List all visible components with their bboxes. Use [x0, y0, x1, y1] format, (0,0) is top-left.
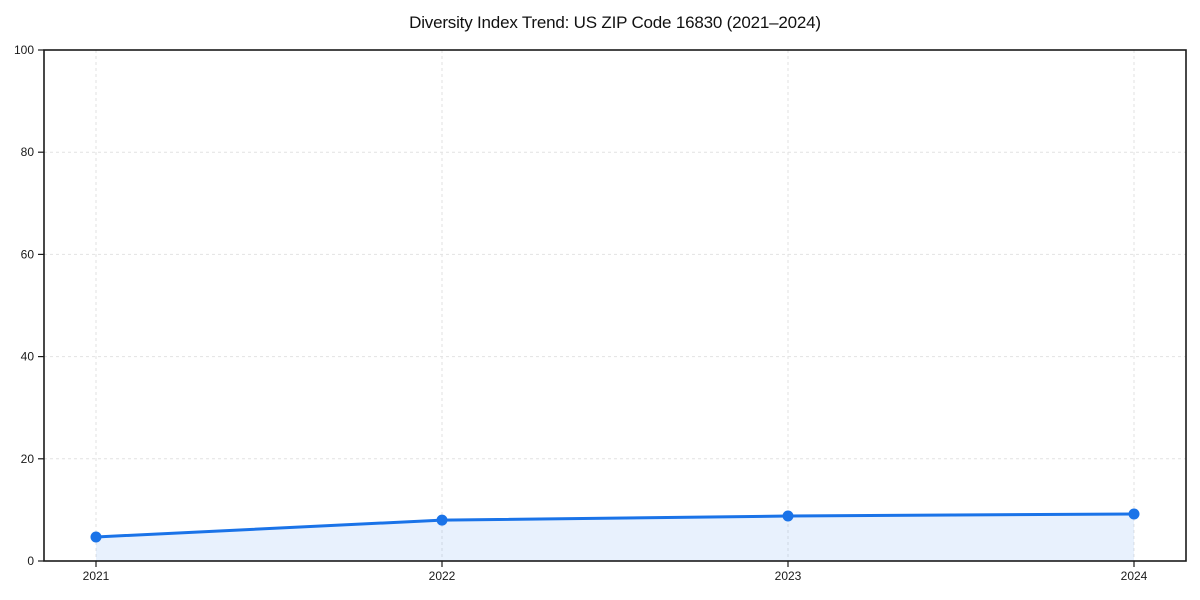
x-tick-label: 2021 — [83, 569, 110, 583]
data-point-2022 — [436, 514, 448, 526]
chart-title: Diversity Index Trend: US ZIP Code 16830… — [409, 13, 821, 32]
x-tick-label: 2022 — [429, 569, 456, 583]
y-tick-label: 80 — [21, 145, 35, 159]
data-point-2024 — [1128, 508, 1140, 520]
y-tick-label: 100 — [14, 43, 34, 57]
x-tick-label: 2024 — [1121, 569, 1148, 583]
tick-marks — [38, 49, 1135, 567]
plot-border — [43, 49, 1187, 562]
area-fill — [96, 513, 1134, 561]
gridlines — [44, 50, 1186, 561]
y-tick-label: 20 — [21, 452, 35, 466]
tick-labels: 0 20 40 60 80 100 2021 2022 2023 2024 — [14, 43, 1148, 583]
data-points — [90, 508, 1140, 543]
y-tick-label: 40 — [21, 350, 35, 364]
x-tick-label: 2023 — [775, 569, 802, 583]
y-tick-label: 60 — [21, 247, 35, 261]
trend-line — [94, 512, 1136, 539]
data-point-2021 — [90, 531, 102, 543]
y-tick-label: 0 — [27, 554, 34, 568]
data-point-2023 — [782, 510, 794, 522]
